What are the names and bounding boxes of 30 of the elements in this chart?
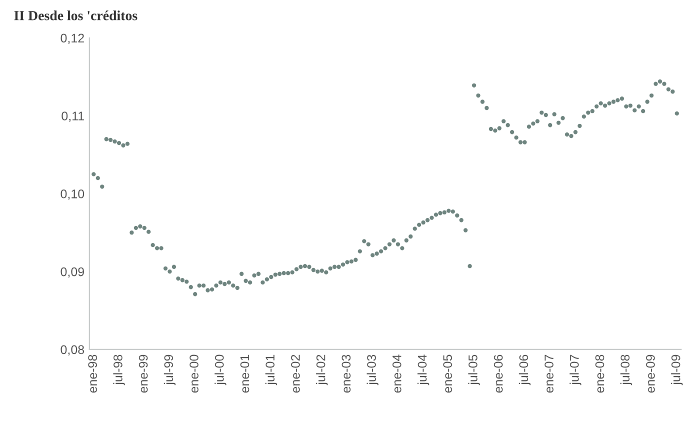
x-tick-label: ene-01: [240, 354, 250, 393]
y-tick-label: 0,11: [62, 112, 84, 122]
chart-title: II Desde los 'créditos: [14, 10, 138, 20]
x-tick-label: ene-02: [291, 354, 300, 393]
x-tick-label: jul-09: [671, 354, 683, 386]
y-tick-label: 0,12: [60, 34, 84, 44]
x-tick-label: jul-00: [214, 354, 226, 386]
x-tick-label: jul-02: [316, 354, 328, 386]
x-tick-label: ene-07: [544, 354, 554, 393]
x-tick-label: ene-98: [88, 354, 98, 393]
x-tick-label: ene-04: [392, 354, 402, 393]
x-tick-label: jul-06: [518, 354, 531, 386]
x-tick-label: jul-05: [468, 354, 480, 386]
x-tick-label: ene-00: [190, 354, 198, 393]
x-tick-label: jul-98: [113, 354, 125, 386]
x-tick-label: jul-01: [265, 354, 277, 386]
y-tick-label: 0,08: [60, 345, 84, 356]
x-tick-label: jul-07: [570, 354, 582, 386]
x-tick-label: ene-09: [646, 354, 655, 393]
x-tick-label: jul-03: [366, 354, 378, 386]
x-tick-label: ene-08: [595, 354, 604, 393]
y-tick-label: 0,10: [60, 189, 84, 200]
x-tick-label: ene-03: [342, 354, 351, 393]
x-tick-label: ene-99: [138, 354, 148, 393]
x-tick-label: ene-05: [443, 354, 452, 393]
x-tick-label: jul-08: [620, 354, 632, 386]
x-tick-label: jul-04: [417, 354, 430, 386]
x-tick-label: jul-99: [164, 354, 176, 386]
x-tick-label: ene-06: [494, 354, 503, 393]
y-tick-label: 0,09: [60, 267, 84, 278]
